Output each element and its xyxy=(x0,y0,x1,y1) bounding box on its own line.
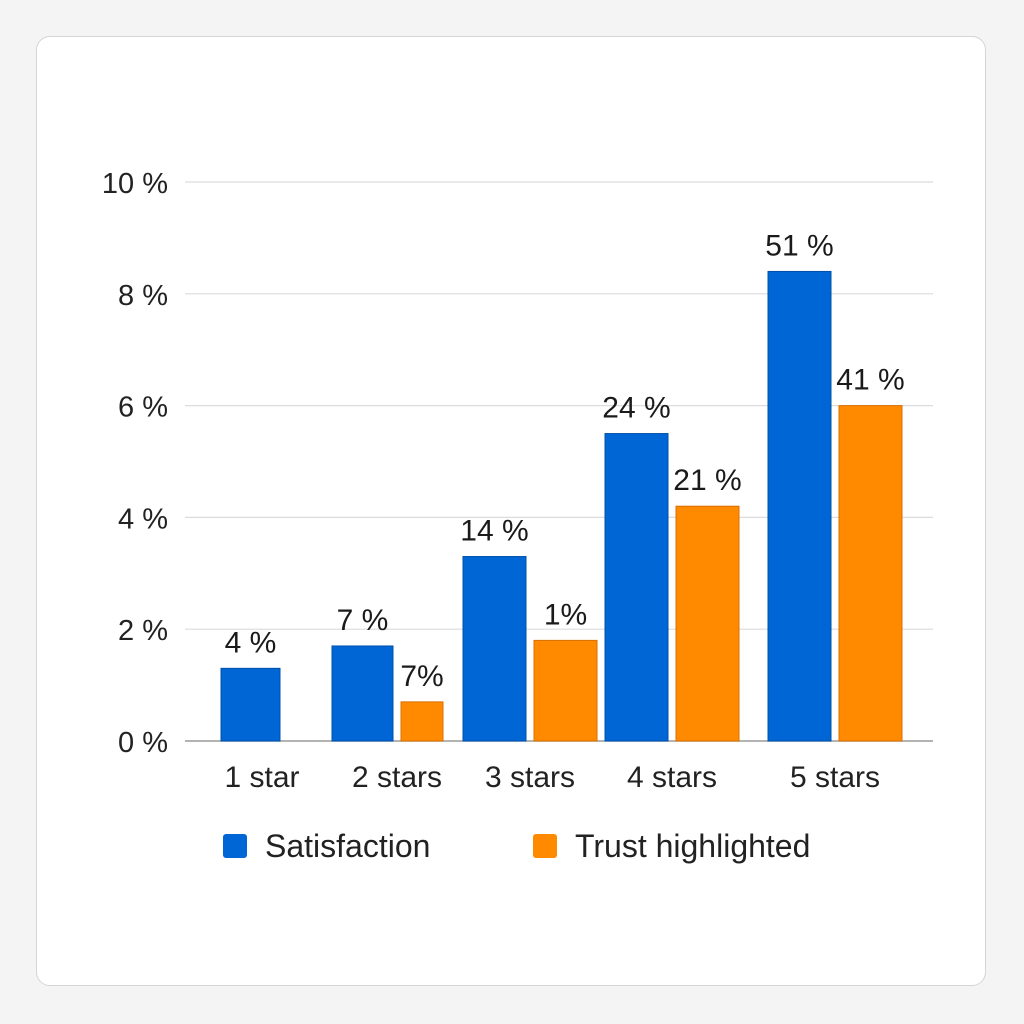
data-label-trust-highlighted: 21 % xyxy=(673,464,741,497)
x-category-label: 2 stars xyxy=(352,761,442,794)
x-category-label: 1 star xyxy=(224,761,299,794)
x-category-label: 4 stars xyxy=(627,761,717,794)
bar-satisfaction xyxy=(331,645,394,742)
bar-satisfaction xyxy=(604,433,669,742)
legend-satisfaction-swatch xyxy=(223,834,247,858)
data-label-trust-highlighted: 41 % xyxy=(836,364,904,397)
x-category-label: 3 stars xyxy=(485,761,575,794)
y-tick-label: 6 % xyxy=(118,392,168,424)
y-tick-label: 4 % xyxy=(118,503,168,535)
bar-satisfaction xyxy=(220,667,281,742)
bar-trust-highlighted xyxy=(533,639,598,742)
data-label-satisfaction: 24 % xyxy=(602,392,670,425)
y-tick-label: 0 % xyxy=(118,727,168,759)
bar-trust-highlighted xyxy=(675,505,740,742)
data-label-trust-highlighted: 7% xyxy=(400,660,443,693)
data-label-satisfaction: 14 % xyxy=(460,515,528,548)
data-label-trust-highlighted: 1% xyxy=(544,598,587,631)
bar-satisfaction xyxy=(462,556,527,742)
x-category-label: 5 stars xyxy=(790,761,880,794)
legend-trust-highlighted-label: Trust highlighted xyxy=(575,828,810,864)
y-tick-label: 10 % xyxy=(102,168,168,200)
legend-trust-highlighted-swatch xyxy=(533,834,557,858)
y-tick-label: 8 % xyxy=(118,280,168,312)
data-label-satisfaction: 4 % xyxy=(225,626,277,659)
data-label-satisfaction: 51 % xyxy=(765,229,833,262)
data-label-satisfaction: 7 % xyxy=(337,604,389,637)
bar-trust-highlighted xyxy=(400,701,444,742)
bar-trust-highlighted xyxy=(838,405,903,742)
y-tick-label: 2 % xyxy=(118,615,168,647)
legend-satisfaction-label: Satisfaction xyxy=(265,828,430,864)
bar-satisfaction xyxy=(767,270,832,742)
